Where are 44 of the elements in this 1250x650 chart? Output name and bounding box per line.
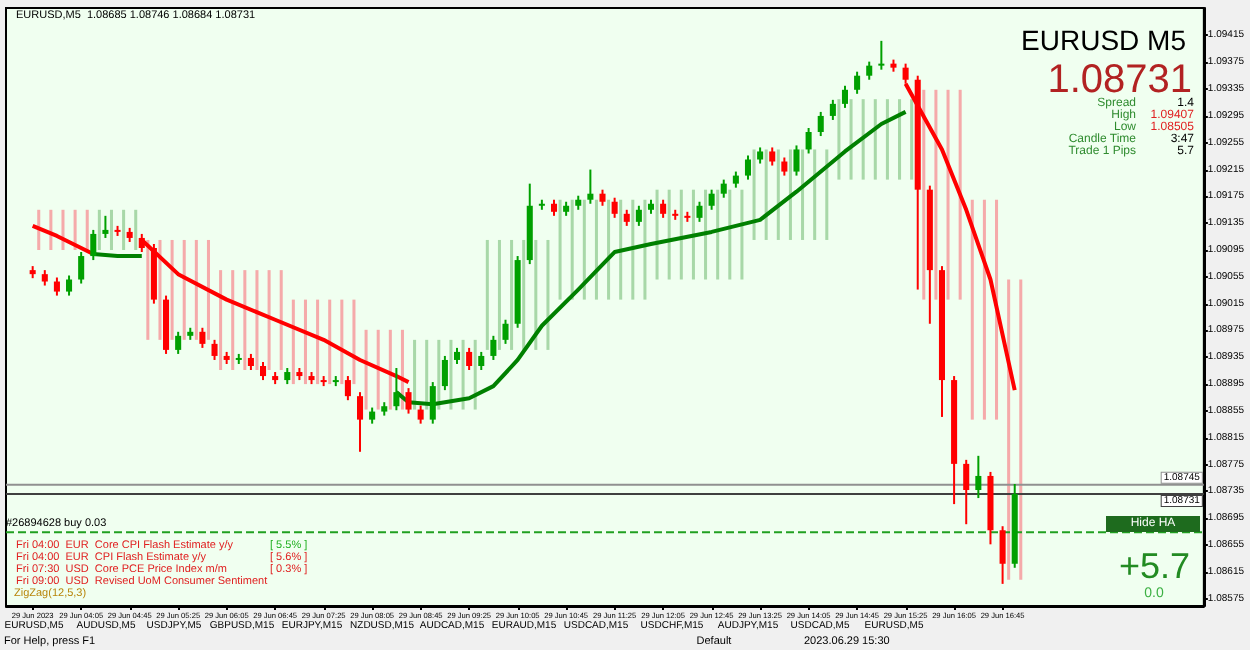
candlestick — [393, 367, 400, 412]
candlestick — [963, 458, 970, 526]
candlestick — [405, 387, 412, 415]
annotation: +5.7 — [1118, 546, 1190, 586]
candlestick — [781, 156, 788, 177]
candlestick — [854, 70, 861, 95]
candlestick — [744, 154, 752, 181]
candlestick — [817, 110, 824, 138]
candlestick — [478, 350, 485, 372]
candlestick — [78, 251, 85, 285]
candlestick — [866, 60, 873, 81]
candlestick — [708, 188, 715, 211]
candlestick — [53, 276, 60, 297]
candlestick — [502, 318, 509, 345]
candlestick — [429, 381, 436, 425]
candlestick — [635, 204, 642, 227]
candlestick — [102, 214, 109, 239]
candlestick — [356, 391, 364, 453]
candlestick — [441, 354, 448, 392]
candlestick — [660, 198, 667, 219]
candlestick — [805, 127, 812, 155]
candlestick — [466, 346, 473, 372]
candlestick — [199, 326, 206, 349]
candlestick — [417, 404, 424, 425]
candlestick — [175, 330, 182, 355]
candlestick — [793, 144, 800, 177]
candlestick — [211, 338, 218, 361]
candlestick — [587, 168, 594, 205]
candlestick — [344, 375, 351, 402]
candlestick — [841, 84, 849, 109]
candlestick — [138, 232, 145, 254]
text: EURUSD M5 — [1021, 24, 1187, 56]
candlestick — [611, 196, 618, 219]
candlestick — [696, 200, 703, 223]
candlestick — [260, 360, 267, 382]
candlestick — [90, 228, 97, 262]
candlestick — [975, 454, 982, 500]
candlestick — [878, 39, 885, 71]
candlestick — [490, 334, 497, 361]
candlestick — [999, 525, 1006, 585]
candlestick — [769, 146, 776, 167]
candlestick — [66, 274, 73, 297]
candlestick — [720, 178, 727, 199]
candlestick — [829, 98, 836, 121]
